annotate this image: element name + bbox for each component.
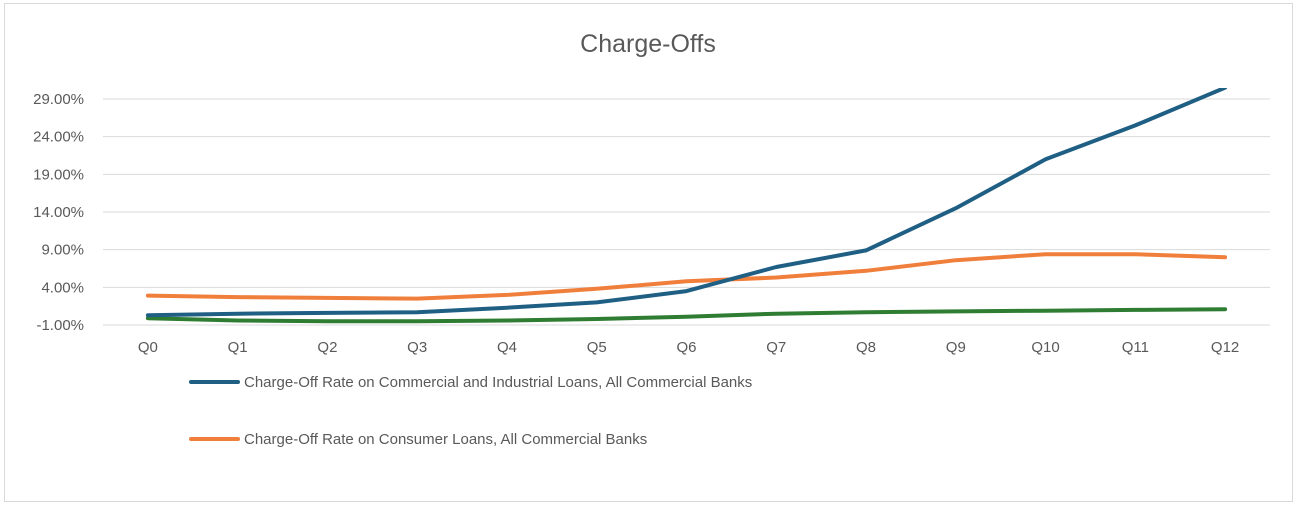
x-tick-label: Q5 (587, 339, 607, 356)
chart-title: Charge-Offs (580, 30, 716, 58)
series-line-1 (145, 88, 1228, 318)
x-tick-label: Q1 (228, 339, 248, 356)
x-tick-label: Q7 (766, 339, 786, 356)
x-tick-label: Q11 (1122, 339, 1149, 356)
series-line-2 (145, 252, 1228, 301)
x-tick-label: Q8 (856, 339, 876, 356)
x-tick-label: Q0 (138, 339, 158, 356)
legend-label: Charge-Off Rate on Consumer Loans, All C… (244, 431, 647, 448)
x-tick-label: Q4 (497, 339, 517, 356)
x-tick-label: Q2 (317, 339, 337, 356)
gridlines (103, 98, 1270, 326)
x-tick-label: Q6 (676, 339, 696, 356)
y-tick-label: 19.00% (33, 166, 84, 183)
x-tick-label: Q12 (1211, 339, 1239, 356)
y-axis-ticks: 29.00% 24.00% 19.00% 14.00% 9.00% 4.00% -1.00% (33, 91, 84, 334)
x-axis-ticks: Q0 Q1 Q2 Q3 Q4 Q5 Q6 Q7 Q8 Q9 Q10 Q11 Q12 (138, 339, 1239, 356)
y-tick-label: 29.00% (33, 91, 84, 108)
y-tick-label: 9.00% (41, 242, 84, 259)
series-line-3 (145, 307, 1228, 324)
x-tick-label: Q9 (946, 339, 966, 356)
series-lines (145, 88, 1228, 324)
x-tick-label: Q3 (407, 339, 427, 356)
y-tick-label: 24.00% (33, 129, 84, 146)
y-tick-label: 14.00% (33, 204, 84, 221)
legend-label: Charge-Off Rate on Commercial and Indust… (244, 374, 752, 391)
legend: Charge-Off Rate on Commercial and Indust… (189, 374, 752, 448)
y-tick-label: -1.00% (36, 317, 84, 334)
y-tick-label: 4.00% (41, 279, 84, 296)
x-tick-label: Q10 (1031, 339, 1059, 356)
